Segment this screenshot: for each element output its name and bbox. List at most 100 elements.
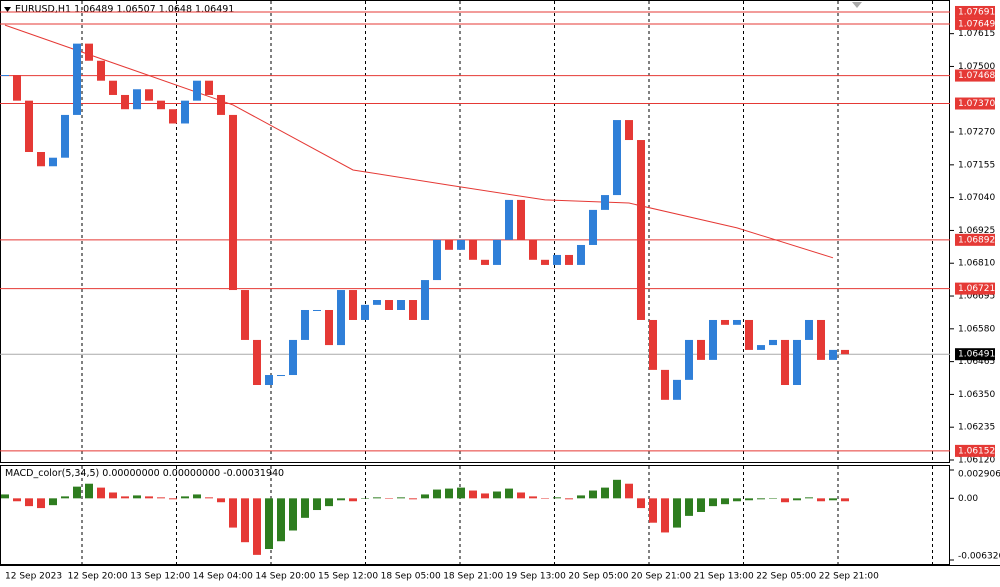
candle [541,259,549,265]
candle [709,319,717,360]
candle [373,300,381,305]
level-label-box [955,444,995,457]
level-label: 1.06721 [958,284,995,294]
level-label: 1.07370 [958,99,995,109]
level-label: 1.06152 [958,446,995,456]
candle [361,304,369,320]
x-tick-label: 20 Sep 05:00 [568,572,628,582]
macd-bar [841,498,849,502]
candle [649,319,657,370]
candle [529,239,537,260]
candle [757,345,765,350]
candle [505,199,513,240]
macd-bar [541,498,549,499]
x-tick-label: 15 Sep 12:00 [318,572,378,582]
macd-bar [253,498,261,555]
y-tick-label: 1.06120 [958,456,995,466]
x-tick-label: 12 Sep 2023 [5,572,62,582]
x-tick-label: 18 Sep 05:00 [381,572,441,582]
candle [697,339,705,360]
macd-bar [277,498,285,542]
macd-bar [181,496,189,499]
candle [445,239,453,250]
x-tick-label: 22 Sep 21:00 [819,572,879,582]
menu-arrow[interactable] [4,7,11,12]
x-tick-label: 22 Sep 05:00 [756,572,816,582]
candle [49,157,57,167]
scroll-arrow[interactable] [852,2,862,8]
macd-bar [109,492,117,499]
macd-bar [169,498,177,500]
candle [601,195,609,210]
header-value: 1.06507 [116,4,155,15]
y-tick-label: 1.06350 [958,390,995,400]
candle [565,254,573,265]
candle [217,94,225,115]
y-tick-label: 1.06695 [958,292,995,302]
macd-bar [589,490,597,499]
macd-bar [217,498,225,503]
level-label: 1.07649 [958,19,995,29]
level-label-box [955,97,995,110]
candle [73,43,81,115]
candle [97,60,105,81]
candle [721,319,729,325]
candle [421,280,429,320]
candle [613,120,621,196]
macd-bar [1,494,9,499]
y2-tick-label: 0.00 [958,494,978,504]
macd-bar [25,498,33,507]
macd-bar [373,497,381,499]
chart-header: EURUSD,H1 1.06489 1.06507 1.0648 1.06491 [15,4,234,15]
candle [553,254,561,265]
x-tick-label: 12 Sep 20:00 [68,572,128,582]
x-tick-label: 21 Sep 13:00 [694,572,754,582]
candle [829,349,837,360]
candle [769,339,777,346]
y2-tick-label: 0.0029069 [958,470,1000,480]
macd-bar [361,498,369,499]
symbol: EURUSD,H1 [15,4,71,15]
macd-bar [505,488,513,499]
macd-bar [565,498,573,500]
candle [481,259,489,265]
y-tick-label: 1.06465 [958,357,995,367]
macd-header: MACD_color(5,34,5) 0.00000000 0.00000000… [5,468,284,479]
macd-header-value: 0.00000000 [102,468,159,479]
macd-bar [73,486,81,499]
macd-bar [781,498,789,503]
candle [493,239,501,265]
macd-bar [37,498,45,509]
macd-bar [433,489,441,499]
header-value: 1.0648 [159,4,192,15]
candle [13,75,21,101]
macd-bar [97,487,105,499]
macd-bar [817,498,825,502]
macd-bar [769,498,777,499]
candle [157,100,165,110]
candle [241,290,249,340]
macd-header-value: 0.00000000 [163,468,220,479]
candle [781,339,789,385]
candle [289,339,297,376]
price-label-box [955,348,995,361]
x-tick-label: 20 Sep 21:00 [631,572,691,582]
level-label-box [955,282,995,295]
macd-bar [229,498,237,528]
macd-bar [613,479,621,499]
y-tick-label: 1.07155 [958,160,995,170]
candle [301,309,309,340]
level-label: 1.07468 [958,71,995,81]
macd-bar [733,498,741,502]
macd-bar [421,494,429,499]
candle [85,43,93,61]
macd-bar [313,498,321,511]
y2-tick-label: -0.0063260 [958,552,1000,562]
macd-bar [337,498,345,501]
level-label-box [955,5,995,18]
macd-bar [481,493,489,499]
candle [133,89,141,110]
macd-bar [13,498,21,502]
macd-bar [61,496,69,499]
main-pane [0,0,950,463]
